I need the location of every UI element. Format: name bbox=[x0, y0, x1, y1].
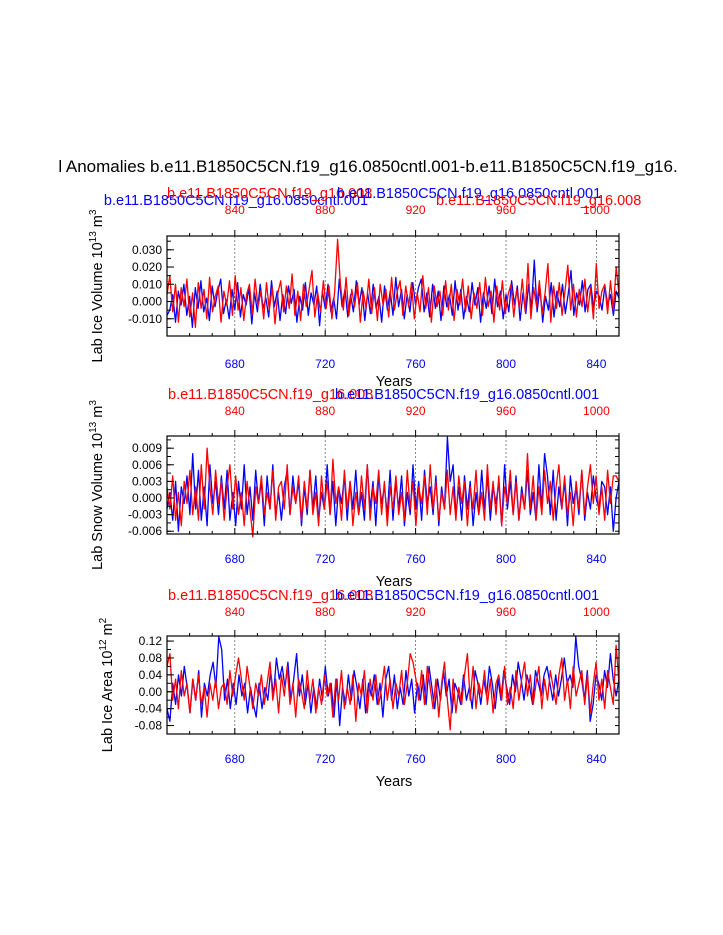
x-tick-label-top: 920 bbox=[406, 605, 426, 619]
y-tick-label: -0.010 bbox=[128, 312, 162, 326]
x-tick-label-bottom: 840 bbox=[586, 552, 606, 566]
x-tick-label-bottom: 720 bbox=[315, 552, 335, 566]
y-tick-label: -0.04 bbox=[135, 702, 163, 716]
x-tick-label-top: 840 bbox=[225, 605, 245, 619]
x-tick-label-bottom: 720 bbox=[315, 752, 335, 766]
y-tick-label: 0.000 bbox=[132, 491, 162, 505]
x-tick-label-bottom: 840 bbox=[586, 752, 606, 766]
x-axis-title: Years bbox=[376, 374, 413, 390]
y-tick-label: 0.003 bbox=[132, 474, 162, 488]
x-tick-label-top: 960 bbox=[496, 404, 516, 418]
y-tick-label: 0.000 bbox=[132, 295, 162, 309]
header-label-red-right: b.e11.B1850C5CN.f19_g16.008 bbox=[436, 193, 641, 209]
x-tick-label-bottom: 680 bbox=[225, 752, 245, 766]
x-tick-label-bottom: 800 bbox=[496, 357, 516, 371]
x-tick-label-top: 840 bbox=[225, 404, 245, 418]
header-label-blue-right: b.e11.B1850C5CN.f19_g16.0850cntl.001 bbox=[337, 186, 601, 202]
y-tick-label: 0.12 bbox=[139, 634, 163, 648]
x-tick-label-top: 840 bbox=[225, 203, 245, 217]
series-line-blue bbox=[166, 636, 620, 727]
panel-ice-area: b.e11.B1850C5CN.f19_g16.008 b.e11.B1850C… bbox=[98, 588, 620, 790]
x-axis-title: Years bbox=[376, 774, 413, 790]
y-tick-label: -0.08 bbox=[135, 719, 163, 733]
x-tick-label-bottom: 800 bbox=[496, 752, 516, 766]
x-axis-title: Years bbox=[376, 574, 413, 590]
series-line-red bbox=[166, 238, 620, 329]
y-tick-label: 0.04 bbox=[139, 668, 163, 682]
y-tick-label: 0.006 bbox=[132, 458, 162, 472]
x-tick-label-bottom: 760 bbox=[406, 752, 426, 766]
x-tick-label-bottom: 800 bbox=[496, 552, 516, 566]
y-tick-label: 0.020 bbox=[132, 260, 162, 274]
x-tick-label-top: 880 bbox=[315, 404, 335, 418]
x-tick-label-top: 880 bbox=[315, 203, 335, 217]
x-tick-label-top: 1000 bbox=[583, 404, 610, 418]
x-tick-label-top: 920 bbox=[406, 203, 426, 217]
y-tick-label: 0.030 bbox=[132, 243, 162, 257]
series-line-blue bbox=[166, 436, 620, 532]
y-tick-label: -0.006 bbox=[128, 524, 162, 538]
x-tick-label-bottom: 760 bbox=[406, 357, 426, 371]
panel-header-blue: b.e11.B1850C5CN.f19_g16.0850cntl.001 bbox=[335, 387, 599, 403]
x-tick-label-top: 1000 bbox=[583, 203, 610, 217]
y-tick-label: 0.08 bbox=[139, 651, 163, 665]
panel-header-blue: b.e11.B1850C5CN.f19_g16.0850cntl.001 bbox=[335, 588, 599, 604]
x-tick-label-bottom: 840 bbox=[586, 357, 606, 371]
panel-ice-volume: b.e11.B1850C5CN.f19_g16.008 680720760800… bbox=[88, 203, 620, 390]
y-tick-label: 0.009 bbox=[132, 441, 162, 455]
y-axis-title: Lab Snow Volume 1013 m3 bbox=[88, 400, 106, 570]
x-tick-label-top: 1000 bbox=[583, 605, 610, 619]
series-line-red bbox=[166, 644, 620, 731]
header-label-red-left: b.e11.B1850C5CN.f19_g16.008 bbox=[167, 186, 372, 202]
x-tick-label-top: 880 bbox=[315, 605, 335, 619]
x-tick-label-top: 960 bbox=[496, 605, 516, 619]
x-tick-label-bottom: 720 bbox=[315, 357, 335, 371]
x-tick-label-top: 920 bbox=[406, 404, 426, 418]
x-tick-label-bottom: 760 bbox=[406, 552, 426, 566]
panel-header-red: b.e11.B1850C5CN.f19_g16.008 bbox=[168, 387, 373, 403]
y-tick-label: -0.003 bbox=[128, 508, 162, 522]
panel-snow-volume: b.e11.B1850C5CN.f19_g16.008 b.e11.B1850C… bbox=[88, 387, 620, 590]
series-line-red bbox=[166, 447, 620, 538]
figure-title: l Anomalies b.e11.B1850C5CN.f19_g16.0850… bbox=[58, 157, 677, 176]
y-axis-title: Lab Ice Area 1012 m2 bbox=[98, 617, 116, 752]
header-label-blue-left: b.e11.B1850C5CN.f19_g16.0850cntl.001 bbox=[104, 193, 368, 209]
y-tick-label: 0.00 bbox=[139, 685, 163, 699]
x-tick-label-top: 960 bbox=[496, 203, 516, 217]
panel-header-red: b.e11.B1850C5CN.f19_g16.008 bbox=[168, 588, 373, 604]
y-axis-title: Lab Ice Volume 1013 m3 bbox=[88, 209, 106, 362]
x-tick-label-bottom: 680 bbox=[225, 552, 245, 566]
x-tick-label-bottom: 680 bbox=[225, 357, 245, 371]
y-tick-label: 0.010 bbox=[132, 277, 162, 291]
